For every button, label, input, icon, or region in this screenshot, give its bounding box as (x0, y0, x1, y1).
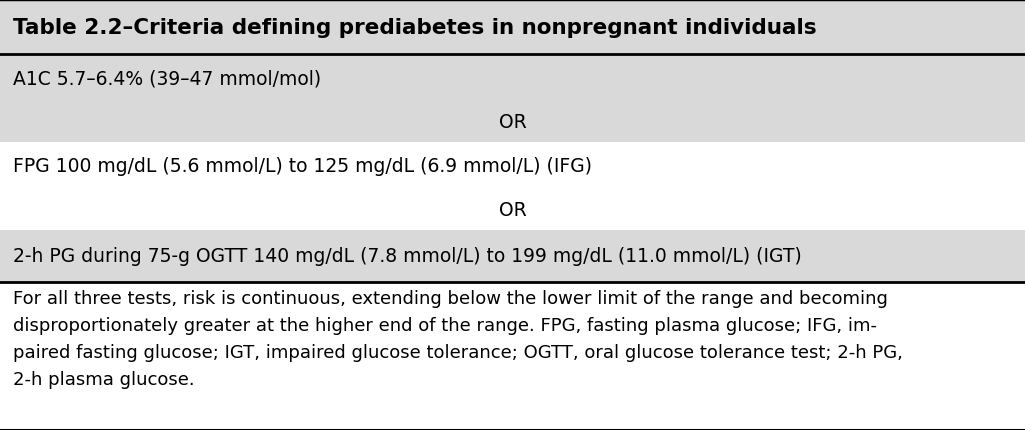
Bar (0, 0, 1025, 55)
Bar (0, 143, 1025, 190)
Bar (0, 230, 1025, 283)
Text: FPG 100 mg/dL (5.6 mmol/L) to 125 mg/dL (6.9 mmol/L) (IFG): FPG 100 mg/dL (5.6 mmol/L) to 125 mg/dL … (13, 157, 592, 176)
Bar (0, 283, 1025, 430)
Text: OR: OR (498, 201, 527, 220)
Bar (0, 103, 1025, 143)
Text: 2-h PG during 75-g OGTT 140 mg/dL (7.8 mmol/L) to 199 mg/dL (11.0 mmol/L) (IGT): 2-h PG during 75-g OGTT 140 mg/dL (7.8 m… (13, 247, 803, 266)
Text: For all three tests, risk is continuous, extending below the lower limit of the : For all three tests, risk is continuous,… (13, 289, 903, 388)
Bar (0, 55, 1025, 103)
Bar (0, 190, 1025, 230)
Text: A1C 5.7–6.4% (39–47 mmol/mol): A1C 5.7–6.4% (39–47 mmol/mol) (13, 69, 322, 88)
Text: OR: OR (498, 113, 527, 132)
Text: Table 2.2–Criteria defining prediabetes in nonpregnant individuals: Table 2.2–Criteria defining prediabetes … (13, 18, 817, 37)
